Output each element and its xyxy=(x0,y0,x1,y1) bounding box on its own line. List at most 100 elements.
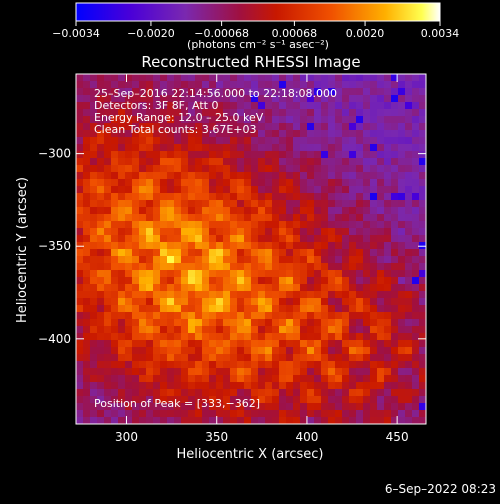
image-pixel xyxy=(251,165,259,173)
image-pixel xyxy=(90,333,98,341)
image-pixel xyxy=(83,123,91,131)
image-pixel xyxy=(188,109,196,117)
image-pixel xyxy=(118,228,126,236)
image-pixel xyxy=(377,200,385,208)
image-pixel xyxy=(104,151,112,159)
image-pixel xyxy=(342,235,350,243)
image-pixel xyxy=(139,200,147,208)
image-pixel xyxy=(377,74,385,82)
image-pixel xyxy=(412,179,420,187)
image-pixel xyxy=(244,88,252,96)
image-pixel xyxy=(279,109,287,117)
image-pixel xyxy=(209,74,217,82)
image-pixel xyxy=(321,151,329,159)
image-pixel xyxy=(104,158,112,166)
image-pixel xyxy=(153,291,161,299)
image-pixel xyxy=(174,165,182,173)
image-pixel xyxy=(237,256,245,264)
image-pixel xyxy=(279,410,287,418)
image-pixel xyxy=(195,137,203,145)
image-pixel xyxy=(258,298,266,306)
annotation-detectors: Detectors: 3F 8F, Att 0 xyxy=(94,99,218,112)
image-pixel xyxy=(342,200,350,208)
image-pixel xyxy=(195,179,203,187)
image-pixel xyxy=(398,123,406,131)
image-pixel xyxy=(125,277,133,285)
image-pixel xyxy=(314,242,322,250)
image-pixel xyxy=(174,179,182,187)
image-pixel xyxy=(244,81,252,89)
image-pixel xyxy=(209,109,217,117)
image-pixel xyxy=(398,403,406,411)
image-pixel xyxy=(146,186,154,194)
image-pixel xyxy=(167,95,175,103)
image-pixel xyxy=(195,172,203,180)
image-pixel xyxy=(377,410,385,418)
image-pixel xyxy=(419,81,426,89)
image-pixel xyxy=(181,291,189,299)
image-pixel xyxy=(370,291,378,299)
image-pixel xyxy=(419,270,426,278)
image-pixel xyxy=(216,375,224,383)
image-pixel xyxy=(216,410,224,418)
image-pixel xyxy=(272,137,280,145)
image-pixel xyxy=(377,81,385,89)
image-pixel xyxy=(356,242,364,250)
image-pixel xyxy=(307,116,315,124)
image-pixel xyxy=(139,291,147,299)
image-pixel xyxy=(384,333,392,341)
image-pixel xyxy=(335,319,343,327)
image-pixel xyxy=(174,249,182,257)
image-pixel xyxy=(153,284,161,292)
image-pixel xyxy=(209,95,217,103)
image-pixel xyxy=(216,130,224,138)
image-pixel xyxy=(356,277,364,285)
image-pixel xyxy=(258,382,266,390)
heatmap-image xyxy=(76,74,426,424)
image-pixel xyxy=(419,207,426,215)
image-pixel xyxy=(419,179,426,187)
x-tick-label: 450 xyxy=(386,430,409,444)
image-pixel xyxy=(97,354,105,362)
image-pixel xyxy=(328,207,336,215)
image-pixel xyxy=(258,284,266,292)
image-pixel xyxy=(321,144,329,152)
image-pixel xyxy=(153,200,161,208)
image-pixel xyxy=(125,333,133,341)
image-pixel xyxy=(363,340,371,348)
image-pixel xyxy=(405,354,413,362)
image-pixel xyxy=(412,256,420,264)
image-pixel xyxy=(370,249,378,257)
image-pixel xyxy=(286,249,294,257)
image-pixel xyxy=(412,277,420,285)
image-pixel xyxy=(279,172,287,180)
image-pixel xyxy=(202,228,210,236)
image-pixel xyxy=(279,354,287,362)
image-pixel xyxy=(146,193,154,201)
image-pixel xyxy=(104,123,112,131)
image-pixel xyxy=(419,326,426,334)
image-pixel xyxy=(363,368,371,376)
image-pixel xyxy=(279,200,287,208)
image-pixel xyxy=(293,396,301,404)
image-pixel xyxy=(356,305,364,313)
image-pixel xyxy=(328,375,336,383)
image-pixel xyxy=(223,137,231,145)
image-pixel xyxy=(223,151,231,159)
colorbar-ticks: −0.0034 −0.0020 −0.00068 0.00068 0.0020 0.003… xyxy=(52,21,459,40)
image-pixel xyxy=(237,186,245,194)
image-pixel xyxy=(272,214,280,222)
image-pixel xyxy=(132,207,140,215)
image-pixel xyxy=(104,375,112,383)
image-pixel xyxy=(97,186,105,194)
image-pixel xyxy=(97,389,105,397)
image-pixel xyxy=(398,179,406,187)
image-pixel xyxy=(146,256,154,264)
image-pixel xyxy=(174,354,182,362)
image-pixel xyxy=(321,263,329,271)
image-pixel xyxy=(244,74,252,82)
image-pixel xyxy=(167,249,175,257)
image-pixel xyxy=(104,179,112,187)
image-pixel xyxy=(104,235,112,243)
